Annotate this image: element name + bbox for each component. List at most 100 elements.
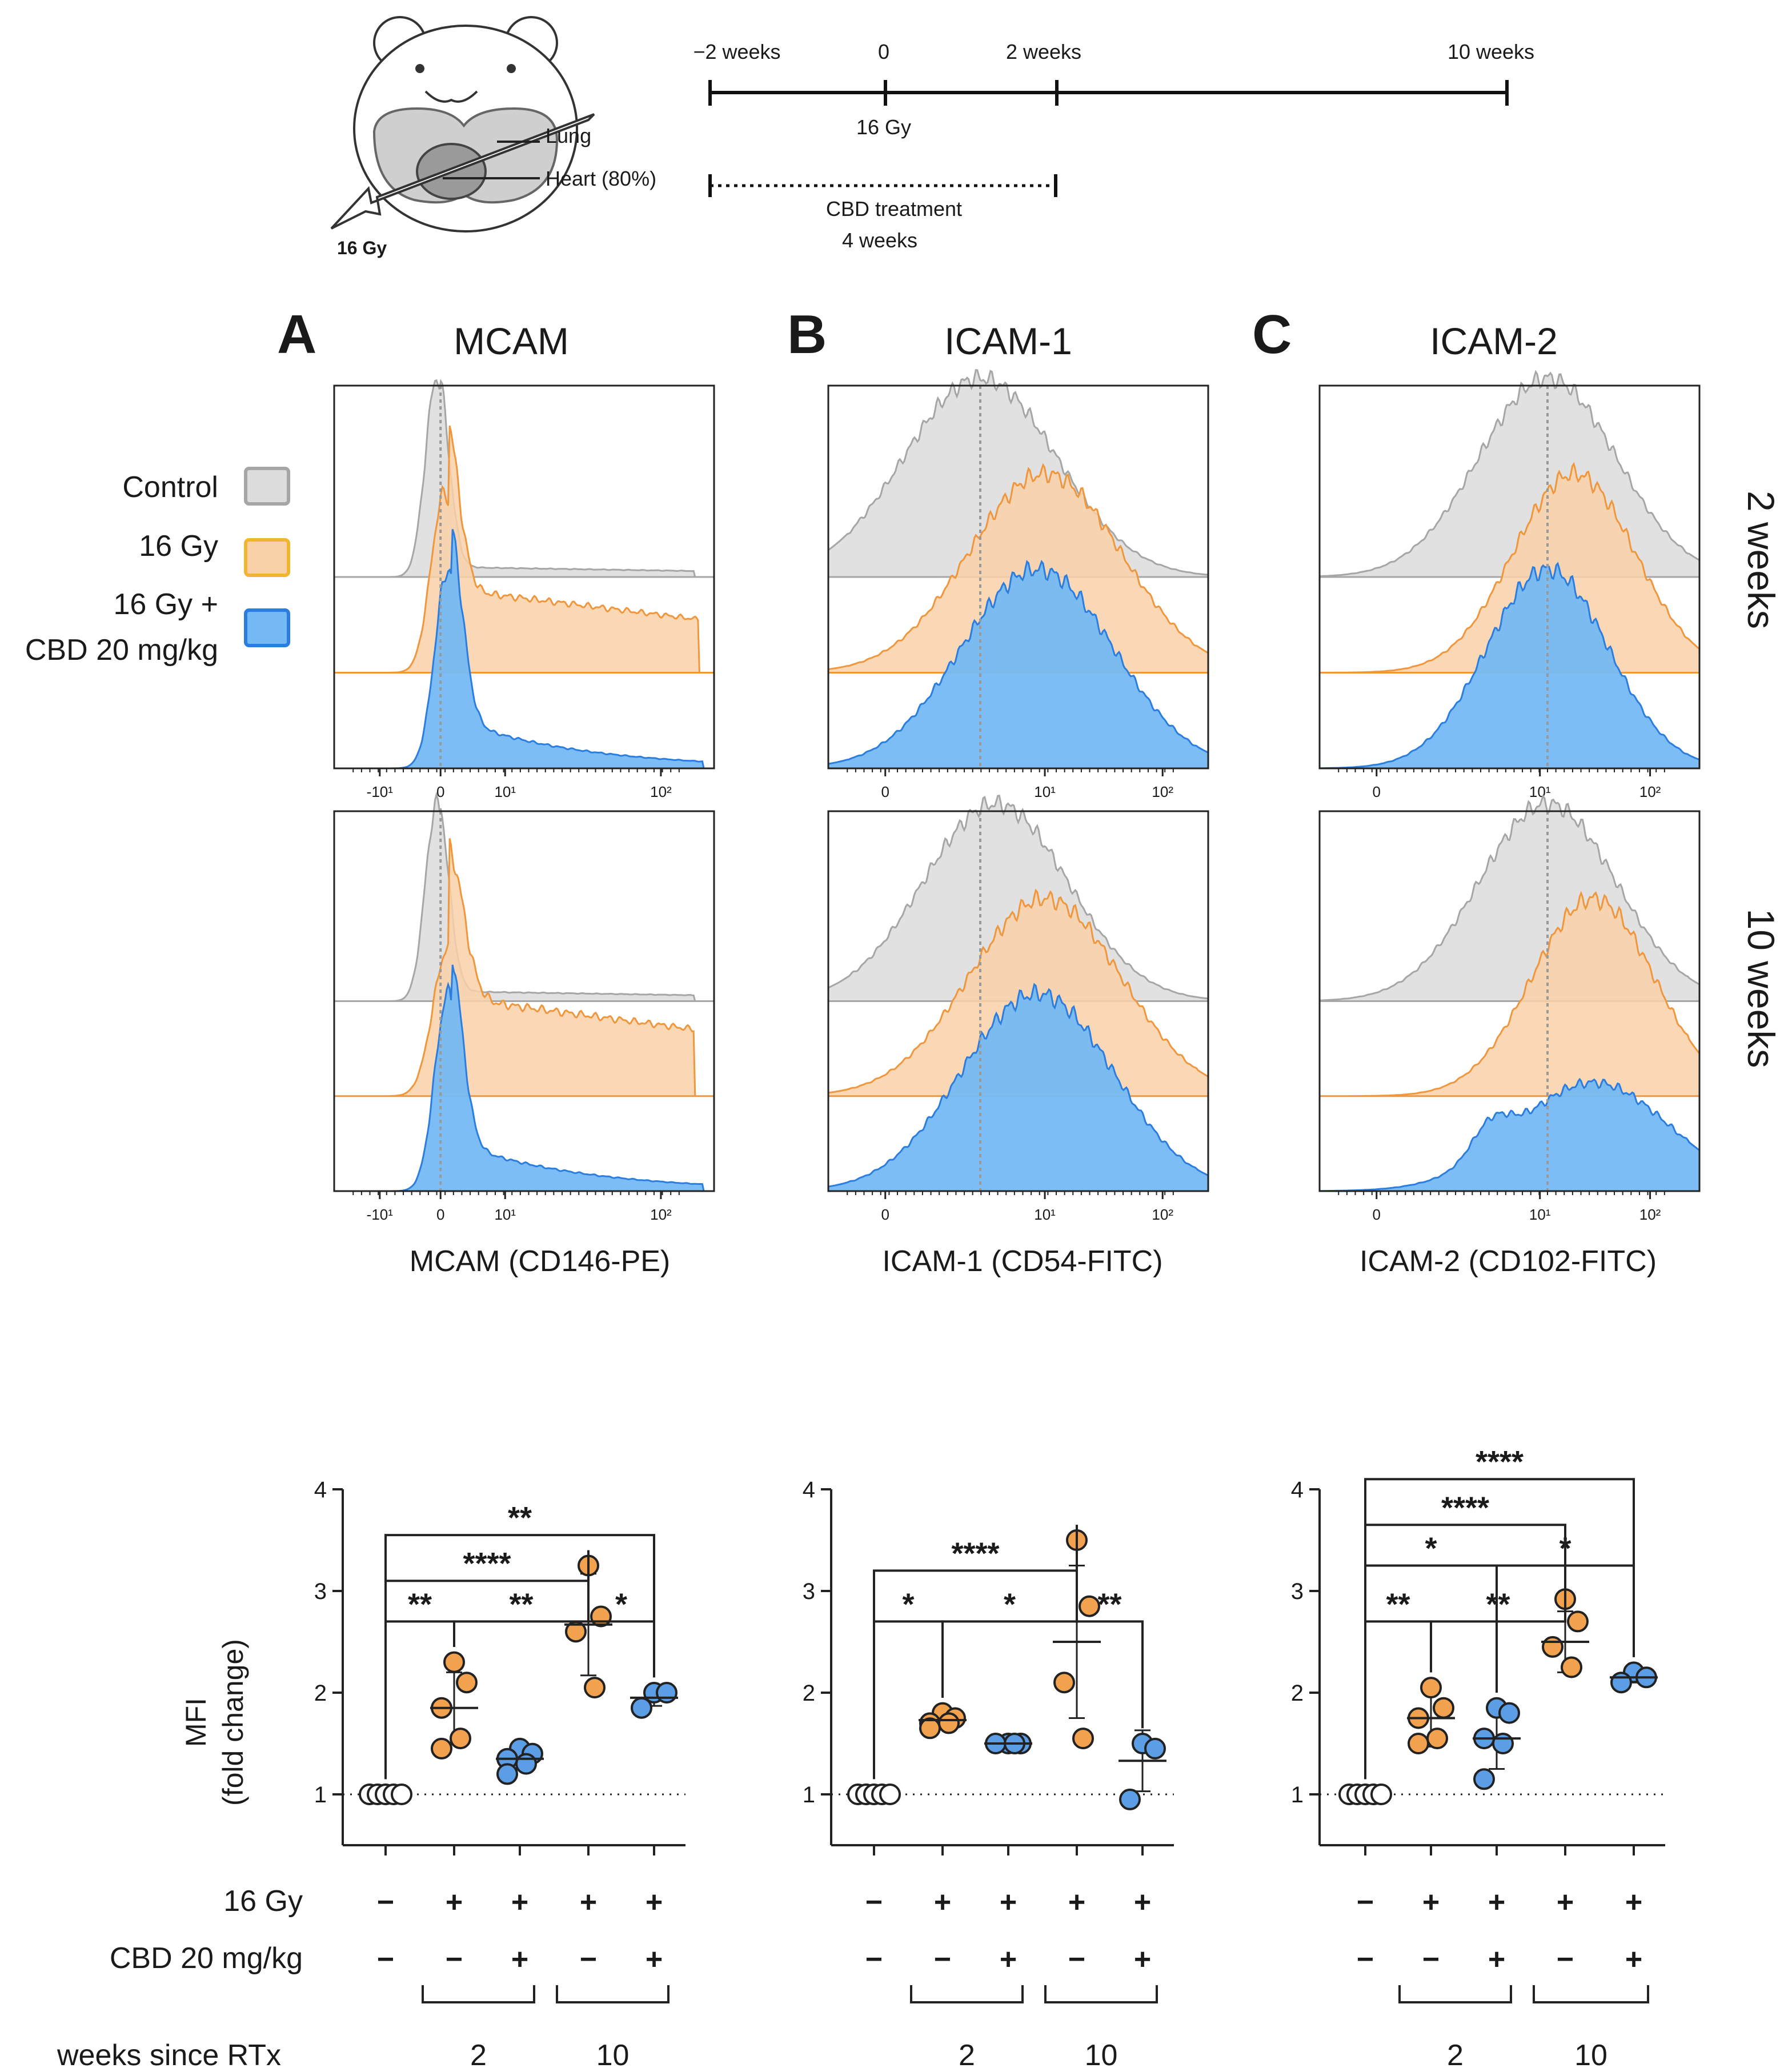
- data-point: [1420, 1677, 1442, 1699]
- histogram-x-tick-label: 10²: [650, 1206, 672, 1223]
- timeline-label-2: 2 weeks: [1006, 40, 1081, 63]
- y-tick-label: 1: [803, 1782, 815, 1808]
- histogram-b-2wk-control-curve: [827, 369, 1209, 578]
- scatter-group-c-1: [1407, 1677, 1455, 1754]
- significance-bracket: ** **: [1364, 1490, 1566, 1780]
- cond-16gy-sign: +: [1000, 1886, 1017, 1919]
- mouse-eye-left: [415, 64, 424, 73]
- panel-letter-a: A: [277, 304, 316, 365]
- histogram-c-2wk: 0 10¹ 10²: [1318, 370, 1701, 800]
- cond-16gy-sign: +: [511, 1886, 528, 1919]
- histogram-c-2wk-cbd-curve: [1318, 562, 1701, 770]
- weeks-group-label: 10: [1085, 2039, 1118, 2072]
- data-point: [1498, 1702, 1520, 1724]
- data-point: [1144, 1737, 1166, 1760]
- cond-cbd-sign: −: [1557, 1943, 1574, 1976]
- data-point: [584, 1677, 606, 1699]
- panel-letter-c: C: [1252, 304, 1292, 365]
- weeks-group-label: 10: [596, 2039, 630, 2072]
- cond-cbd-label: CBD 20 mg/kg: [110, 1942, 303, 1975]
- histogram-c-10wk: 0 10¹ 10²: [1318, 794, 1701, 1223]
- significance-label: **: [509, 1587, 533, 1621]
- legend-cbd-label-line2: CBD 20 mg/kg: [25, 634, 218, 667]
- group-bracket: [1533, 1985, 1649, 2003]
- significance-label: **: [1097, 1587, 1121, 1621]
- data-point: [879, 1784, 901, 1805]
- histogram-a-10wk-control-curve: [334, 791, 714, 1002]
- beam-dose-label: 16 Gy: [337, 238, 387, 258]
- cond-cbd-sign: +: [1134, 1943, 1151, 1976]
- data-point: [1610, 1672, 1632, 1694]
- weeks-group-label: 2: [959, 2039, 975, 2072]
- significance-label: **: [1486, 1587, 1510, 1621]
- histogram-x-tick-label: -10¹: [367, 1206, 394, 1223]
- cond-16gy-sign: +: [1557, 1886, 1574, 1919]
- cond-cbd-sign: +: [1625, 1943, 1642, 1976]
- legend-control-label: Control: [122, 471, 218, 504]
- histogram-frame: [1318, 810, 1701, 1192]
- scatter-group-b-4: [1118, 1729, 1166, 1810]
- significance-label: *: [902, 1587, 914, 1621]
- row-label-2-weeks: 2 weeks: [1740, 491, 1782, 629]
- cond-16gy-sign: +: [934, 1886, 951, 1919]
- cond-16gy-sign: −: [865, 1886, 883, 1919]
- data-point: [456, 1672, 478, 1694]
- histogram-frame: [1318, 384, 1701, 770]
- histogram-frame: [827, 384, 1209, 770]
- histogram-x-tick-label: 0: [1373, 1206, 1381, 1223]
- significance-label: ****: [463, 1546, 511, 1581]
- histogram-x-tick-label: 0: [436, 783, 444, 800]
- y-tick-label: 4: [1291, 1477, 1304, 1502]
- panel-c-title: ICAM-2: [1430, 320, 1558, 362]
- legend: Control 16 Gy 16 Gy + CBD 20 mg/kg: [25, 467, 290, 667]
- data-point: [1561, 1656, 1582, 1678]
- panel-letter-b: B: [787, 304, 827, 365]
- legend-cbd-label-line1: 16 Gy +: [113, 588, 218, 621]
- histogram-b-2wk-cbd-curve: [827, 560, 1209, 770]
- timeline: [708, 80, 1509, 197]
- significance-label: *: [1004, 1587, 1016, 1621]
- condition-panel-a: − − + − + + + − + +2 10: [377, 1886, 669, 2072]
- group-bracket: [910, 1985, 1024, 2003]
- histogram-x-tick-label: 10²: [650, 783, 672, 800]
- cond-cbd-sign: −: [377, 1943, 394, 1976]
- treatment-label: CBD treatment: [826, 197, 962, 221]
- data-point: [515, 1753, 537, 1775]
- histogram-a-2wk-gy-curve: [334, 425, 714, 674]
- mouse-schematic: [330, 16, 595, 233]
- condition-panel-b: − − + − + + + − + +2 10: [865, 1886, 1158, 2072]
- data-point: [631, 1697, 652, 1719]
- data-point: [1408, 1733, 1429, 1754]
- weeks-group-label: 2: [1447, 2039, 1464, 2072]
- scatter-group-a-2: [496, 1737, 544, 1785]
- histogram-c-10wk-cbd-curve: [1318, 1077, 1701, 1192]
- significance-bracket: ** **: [384, 1546, 590, 1780]
- scatter-group-b-1: [919, 1702, 967, 1740]
- histogram-b-2wk: 0 10¹ 10²: [827, 369, 1209, 800]
- scatter-group-b-2: [984, 1733, 1032, 1754]
- lung-label: Lung: [546, 124, 591, 147]
- data-point: [443, 1651, 465, 1673]
- histogram-x-tick-label: 10¹: [1034, 783, 1056, 800]
- y-tick-label: 4: [314, 1477, 327, 1502]
- significance-bracket: **: [1430, 1584, 1566, 1673]
- cond-cbd-sign: −: [934, 1943, 951, 1976]
- legend-16gy-swatch: [244, 538, 290, 577]
- histogram-c-10wk-gy-curve: [1318, 891, 1701, 1097]
- heart-label: Heart (80%): [546, 167, 656, 190]
- histogram-c-2wk-control-curve: [1318, 370, 1701, 578]
- y-tick-label: 1: [314, 1782, 327, 1808]
- cond-16gy-sign: +: [1422, 1886, 1440, 1919]
- y-tick-label: 2: [803, 1681, 815, 1706]
- histogram-frame: [333, 810, 715, 1192]
- histogram-x-tick-label: 10²: [1639, 1206, 1661, 1223]
- y-tick-label: 2: [1291, 1681, 1304, 1706]
- data-point: [1370, 1784, 1392, 1805]
- weeks-group-label: 2: [470, 2039, 487, 2072]
- cond-16gy-sign: +: [1488, 1886, 1505, 1919]
- histogram-x-tick-label: 0: [881, 1206, 889, 1223]
- data-point: [1567, 1610, 1589, 1633]
- significance-label: ****: [951, 1536, 999, 1570]
